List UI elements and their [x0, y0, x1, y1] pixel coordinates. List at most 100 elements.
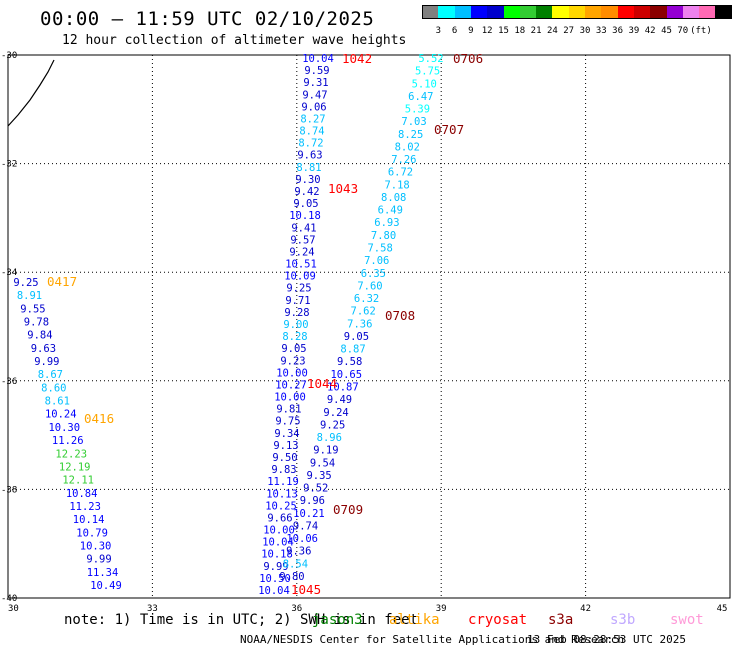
- x-tick-label: 42: [580, 604, 591, 614]
- swh-value: 9.25: [286, 283, 311, 295]
- pass-time-label: 1043: [328, 181, 358, 196]
- swh-value: 8.61: [45, 396, 70, 408]
- swh-value: 9.24: [289, 246, 314, 258]
- colorbar-swatch: [487, 5, 504, 19]
- swh-value: 9.00: [283, 319, 308, 331]
- swh-value: 5.52: [418, 53, 443, 65]
- swh-value: 10.04: [258, 585, 290, 597]
- swh-value: 6.35: [361, 268, 386, 280]
- colorbar-swatch: [715, 5, 733, 19]
- y-tick-label: -34: [1, 268, 17, 278]
- swh-value: 10.06: [286, 533, 318, 545]
- x-tick-label: 36: [291, 604, 302, 614]
- swh-value: 7.62: [351, 306, 376, 318]
- swh-value: 9.71: [285, 295, 310, 307]
- swh-value: 12.19: [59, 461, 91, 473]
- page-subtitle: 12 hour collection of altimeter wave hei…: [62, 33, 407, 48]
- swh-value: 12.23: [55, 448, 87, 460]
- swh-value: 10.09: [284, 271, 316, 283]
- page-title: 00:00 – 11:59 UTC 02/10/2025: [40, 8, 375, 30]
- swh-value: 8.91: [17, 290, 42, 302]
- colorbar-swatch: [650, 5, 667, 19]
- swh-value: 9.99: [34, 356, 59, 368]
- swh-value: 9.63: [297, 150, 322, 162]
- swh-value: 9.30: [295, 174, 320, 186]
- swh-value: 9.75: [275, 416, 300, 428]
- colorbar-label: 21: [530, 26, 542, 36]
- colorbar-swatch: [633, 5, 651, 19]
- colorbar-label: 9: [468, 26, 474, 36]
- swh-value: 11.26: [52, 435, 84, 447]
- swh-value: 8.02: [395, 141, 420, 153]
- swh-value: 5.39: [405, 104, 430, 116]
- swh-value: 9.35: [306, 470, 331, 482]
- colorbar-label: 42: [644, 26, 656, 36]
- credit-text: NOAA/NESDIS Center for Satellite Applica…: [240, 633, 625, 646]
- swh-value: 8.08: [381, 192, 406, 204]
- swh-value: 10.25: [265, 500, 297, 512]
- colorbar-label: 33: [595, 26, 607, 36]
- swh-value: 10.24: [45, 409, 77, 421]
- pass-time-label: 0706: [453, 51, 483, 66]
- swh-value: 10.18: [289, 210, 321, 222]
- satellite-legend-altika: altika: [389, 612, 440, 628]
- pass-time-label: 0707: [434, 122, 464, 137]
- satellite-legend-cryosat: cryosat: [468, 612, 528, 628]
- colorbar-swatch: [617, 5, 635, 19]
- swh-value: 9.55: [20, 303, 45, 315]
- swh-value: 9.36: [286, 546, 311, 558]
- swh-value: 10.30: [48, 422, 80, 434]
- swh-value: 8.96: [317, 432, 342, 444]
- swh-value: 10.27: [275, 379, 307, 391]
- swh-value: 9.49: [327, 394, 352, 406]
- colorbar-swatch: [422, 5, 439, 19]
- swh-value: 9.25: [320, 419, 345, 431]
- colorbar-swatch: [699, 5, 716, 19]
- colorbar-swatch: [682, 5, 700, 19]
- swh-value: 6.93: [374, 217, 399, 229]
- swh-value: 7.60: [357, 280, 382, 292]
- y-tick-label: -30: [1, 51, 17, 61]
- y-tick-label: -38: [1, 485, 17, 495]
- swh-value: 10.51: [285, 259, 317, 271]
- colorbar-label: 27: [563, 26, 575, 36]
- colorbar-label: 45: [661, 26, 672, 36]
- swh-value: 11.23: [69, 501, 101, 513]
- swh-value: 9.99: [86, 554, 111, 566]
- swh-value: 6.32: [354, 293, 379, 305]
- swh-value: 10.14: [73, 514, 105, 526]
- swh-value: 5.10: [412, 78, 437, 90]
- swh-value: 9.83: [271, 464, 296, 476]
- colorbar-swatch: [601, 5, 619, 19]
- colorbar-label: 3: [435, 26, 441, 36]
- swh-value: 9.05: [344, 331, 369, 343]
- swh-value: 10.00: [274, 392, 306, 404]
- colorbar-swatch: [552, 5, 570, 19]
- swh-value: 9.23: [280, 355, 305, 367]
- colorbar-frame: [422, 5, 732, 19]
- swh-value: 6.72: [388, 167, 413, 179]
- swh-value: 9.74: [293, 520, 318, 532]
- colorbar-swatch: [503, 5, 521, 19]
- swh-value: 9.99: [263, 561, 288, 573]
- pass-time-label: 1042: [342, 51, 372, 66]
- swh-value: 8.25: [398, 129, 423, 141]
- y-tick-label: -32: [1, 160, 17, 170]
- swh-value: 10.84: [66, 488, 98, 500]
- swh-value: 10.04: [262, 537, 294, 549]
- colorbar-label: 18: [514, 26, 526, 36]
- colorbar-swatch: [536, 5, 553, 19]
- colorbar-label: 15: [498, 26, 509, 36]
- colorbar-swatch: [585, 5, 602, 19]
- swh-value: 10.00: [276, 367, 308, 379]
- swh-value: 10.79: [76, 527, 108, 539]
- colorbar-label: 39: [628, 26, 640, 36]
- swh-value: 9.57: [290, 234, 315, 246]
- swh-value: 10.00: [263, 525, 295, 537]
- swh-value: 8.72: [298, 138, 323, 150]
- swh-value: 8.27: [300, 113, 325, 125]
- colorbar-label: (ft): [690, 26, 712, 36]
- swh-value: 9.28: [284, 307, 309, 319]
- swh-value: 9.05: [293, 198, 318, 210]
